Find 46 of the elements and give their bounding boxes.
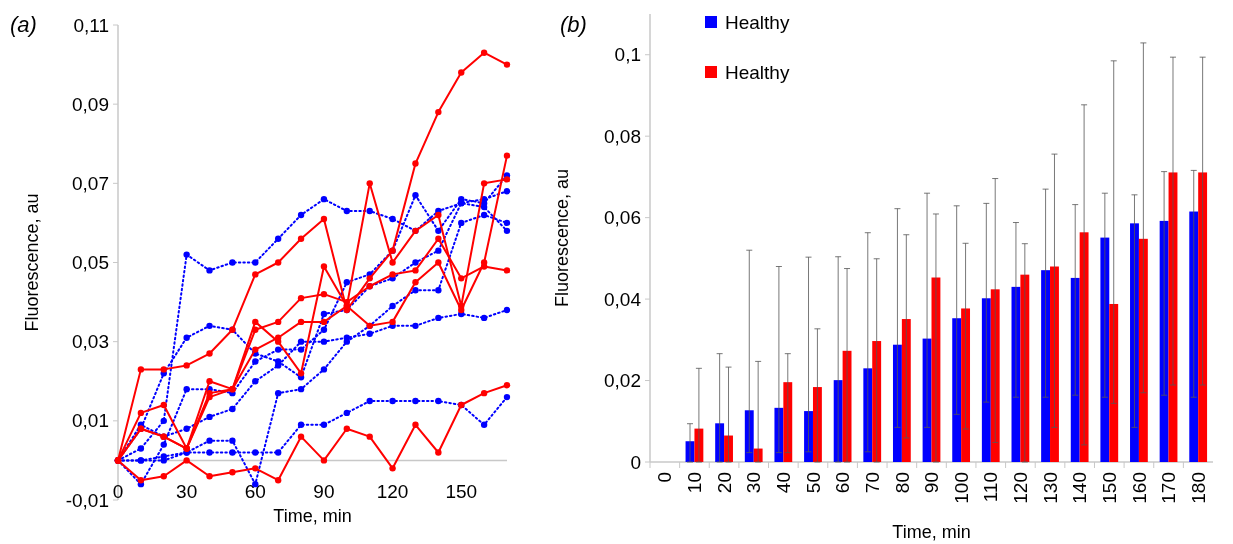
x-tick-label: 120: [376, 481, 409, 502]
y-tick-label: 0,1: [614, 44, 641, 66]
x-tick-label: 90: [921, 472, 943, 494]
x-tick-label: 180: [1187, 472, 1209, 504]
x-tick-label: 170: [1158, 472, 1180, 504]
x-tick-label: 30: [743, 472, 765, 494]
x-tick-label: 40: [772, 472, 794, 494]
y-tick-label: 0,08: [604, 125, 641, 147]
x-tick-label: 140: [1069, 472, 1091, 504]
x-tick-label: 0: [654, 472, 676, 483]
x-tick-label: 80: [891, 472, 913, 494]
y-tick-label: 0: [630, 451, 641, 473]
y-tick-label: 0,09: [72, 93, 109, 115]
x-tick-label: 30: [176, 481, 198, 502]
y-tick-label: 0,07: [72, 172, 109, 194]
y-axis-title: Fluorescence, au: [22, 193, 42, 332]
y-tick-label: 0,03: [72, 331, 109, 353]
x-tick-label: 150: [445, 481, 478, 502]
y-axis-title: Fluorescence, au: [552, 168, 572, 308]
x-tick-label: 50: [802, 472, 824, 494]
x-tick-label: 130: [1039, 472, 1061, 504]
x-tick-label: 60: [244, 481, 266, 502]
y-tick-label: 0,01: [72, 410, 109, 432]
y-tick-label: 0,02: [604, 370, 641, 392]
y-tick-label: 0,06: [604, 207, 641, 229]
x-axis-title: Time, min: [273, 506, 352, 526]
y-tick-label: 0,05: [72, 252, 109, 274]
x-tick-label: 60: [832, 472, 854, 494]
x-axis-title: Time, min: [892, 522, 971, 542]
y-tick-label: -0,01: [65, 489, 109, 511]
x-tick-label: 70: [861, 472, 883, 494]
x-tick-label: 10: [684, 472, 706, 494]
x-tick-label: 120: [1010, 472, 1032, 504]
legend-label: Healthy: [725, 61, 790, 83]
legend-label: Healthy: [725, 11, 790, 33]
chart-title: (b): [560, 12, 587, 37]
x-tick-label: 100: [950, 472, 972, 504]
x-tick-label: 90: [313, 481, 335, 502]
chart-title: (a): [10, 12, 37, 37]
x-tick-label: 0: [112, 481, 124, 502]
x-tick-label: 160: [1128, 472, 1150, 504]
x-tick-label: 110: [980, 472, 1002, 503]
x-tick-label: 150: [1098, 472, 1120, 504]
y-tick-label: 0,11: [73, 14, 109, 36]
x-tick-label: 20: [713, 472, 735, 494]
y-tick-label: 0,04: [604, 288, 642, 310]
